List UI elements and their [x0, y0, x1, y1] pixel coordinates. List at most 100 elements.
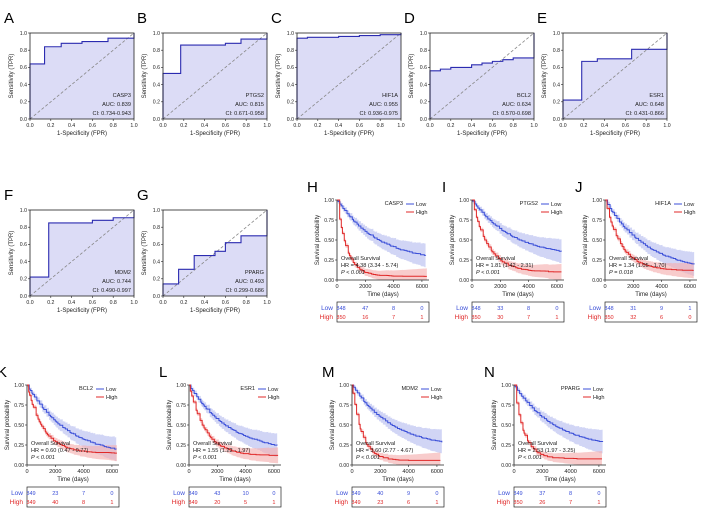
roc-panel-g: G 0.00.0 0.2 0.2 0.4 0.4 0.6 0.6 0.8 0.8 1.0 1.0 1-S… — [137, 187, 271, 314]
risk-low-label: Low — [321, 305, 333, 312]
risk-high-count: 350 — [336, 315, 345, 321]
risk-high-count: 1 — [597, 500, 600, 506]
x-tick-label: 0.6 — [489, 123, 496, 129]
y-tick-label: 0.0 — [287, 117, 294, 123]
legend-gene: BCL2 — [79, 386, 93, 392]
p-value: P < 0.001 — [518, 455, 542, 461]
risk-high-count: 8 — [82, 500, 85, 506]
roc-panel-c: C 0.00.0 0.2 0.2 0.4 0.4 0.6 0.6 0.8 0.8 1.0 1.0 1-S… — [271, 10, 405, 137]
x-tick-label: 6000 — [268, 469, 280, 475]
y-axis-label: Sensitivity (TPR) — [9, 54, 15, 99]
x-tick-label: 0 — [25, 469, 28, 475]
x-tick-label: 0.6 — [89, 123, 96, 129]
y-tick-label: 0.00 — [501, 463, 511, 469]
high-survival-line — [352, 384, 441, 461]
x-tick-label: 0.6 — [356, 123, 363, 129]
hazard-ratio: HR = 3.60 (2.77 - 4.67) — [356, 448, 414, 454]
y-tick-label: 0.6 — [287, 65, 294, 71]
risk-low-count: 1 — [688, 306, 691, 312]
legend-low-label: Low — [431, 387, 442, 393]
roc-curve — [29, 33, 135, 119]
y-tick-label: 0.2 — [20, 277, 27, 283]
y-tick-label: 0.4 — [153, 82, 160, 88]
y-tick-label: 0.2 — [153, 277, 160, 283]
x-axis-label: 1-Specificity (FPR) — [57, 308, 107, 314]
km-panel-n: N 0 2000 4000 6000 0.00 0.25 0.50 0.75 1.00 Time (… — [484, 364, 607, 508]
y-tick-label: 0.0 — [20, 117, 27, 123]
hazard-ratio: HR = 2.53 (1.97 - 3.25) — [518, 448, 576, 454]
roc-panel-a: A 0.00.0 0.2 0.2 0.4 0.4 0.6 0.6 0.8 0.8 1.0 1.0 1-S… — [4, 10, 138, 137]
y-tick-label: 0.2 — [153, 100, 160, 106]
x-axis-label: Time (days) — [544, 477, 575, 483]
y-tick-label: 1.0 — [153, 208, 160, 214]
risk-high-count: 26 — [539, 500, 545, 506]
high-survival-line — [337, 199, 427, 277]
y-tick-label: 0.2 — [553, 100, 560, 106]
x-tick-label: 0 — [470, 284, 473, 290]
p-value: P < 0.001 — [31, 455, 55, 461]
x-tick-label: 1.0 — [397, 123, 404, 129]
x-tick-label: 0.6 — [222, 123, 229, 129]
x-tick-label: 4000 — [387, 284, 399, 290]
y-tick-label: 0.00 — [592, 278, 602, 284]
x-axis-label: Time (days) — [382, 477, 413, 483]
y-tick-label: 0.50 — [324, 238, 334, 244]
y-axis-label: Survival probability — [583, 215, 589, 265]
risk-low-count: 349 — [188, 491, 197, 497]
y-tick-label: 0.8 — [20, 48, 27, 54]
risk-low-count: 348 — [604, 306, 613, 312]
x-tick-label: 0.8 — [377, 123, 384, 129]
risk-table-frame — [26, 486, 120, 508]
y-axis-label: Sensitivity (TPR) — [142, 231, 148, 276]
y-axis-label: Sensitivity (TPR) — [409, 54, 415, 99]
gene-label: ESR1 — [649, 93, 664, 99]
panel-letter: K — [0, 364, 7, 381]
x-tick-label: 0.2 — [47, 300, 54, 306]
x-axis-label: 1-Specificity (FPR) — [457, 131, 507, 137]
risk-high-count: 350 — [471, 315, 480, 321]
legend-gene: HIF1A — [655, 201, 671, 207]
auc-label: AUC: 0.648 — [635, 102, 664, 108]
risk-high-count: 30 — [497, 315, 503, 321]
ci-label: CI: 0.299-0.686 — [225, 288, 264, 294]
low-survival-line — [189, 384, 278, 446]
panel-letter: F — [4, 187, 13, 204]
risk-high-count: 7 — [569, 500, 572, 506]
risk-high-count: 5 — [244, 500, 247, 506]
x-tick-label: 6000 — [551, 284, 563, 290]
y-tick-label: 0.00 — [176, 463, 186, 469]
x-tick-label: 0.0 — [26, 300, 33, 306]
y-tick-label: 0.00 — [459, 278, 469, 284]
y-tick-label: 1.0 — [20, 31, 27, 37]
y-axis-label: Survival probability — [167, 400, 173, 450]
risk-high-count: 23 — [377, 500, 383, 506]
risk-high-count: 349 — [188, 500, 197, 506]
risk-low-label: Low — [336, 490, 348, 497]
x-tick-label: 0.0 — [426, 123, 433, 129]
y-tick-label: 0.75 — [324, 218, 334, 224]
y-tick-label: 1.0 — [153, 31, 160, 37]
chance-diagonal — [562, 32, 668, 120]
x-axis-label: Time (days) — [57, 477, 88, 483]
hazard-ratio: HR = 1.34 (1.05 - 1.70) — [609, 263, 667, 269]
x-tick-label: 0.0 — [293, 123, 300, 129]
high-survival-line — [514, 384, 602, 460]
low-survival-line — [27, 384, 117, 450]
y-tick-label: 0.4 — [153, 259, 160, 265]
x-tick-label: 0.8 — [243, 300, 250, 306]
risk-table-frame — [604, 301, 698, 323]
high-confidence-band — [27, 385, 117, 462]
risk-low-count: 349 — [351, 491, 360, 497]
panel-letter: C — [271, 10, 282, 27]
auc-label: AUC: 0.955 — [369, 102, 398, 108]
risk-high-count: 7 — [392, 315, 395, 321]
risk-low-count: 0 — [435, 491, 438, 497]
auc-label: AUC: 0.744 — [102, 279, 131, 285]
x-axis-label: 1-Specificity (FPR) — [190, 308, 240, 314]
x-tick-label: 2000 — [374, 469, 386, 475]
low-survival-line — [605, 199, 695, 265]
plot-frame — [296, 32, 402, 120]
p-value: P < 0.001 — [193, 455, 217, 461]
risk-low-count: 7 — [82, 491, 85, 497]
x-tick-label: 6000 — [106, 469, 118, 475]
